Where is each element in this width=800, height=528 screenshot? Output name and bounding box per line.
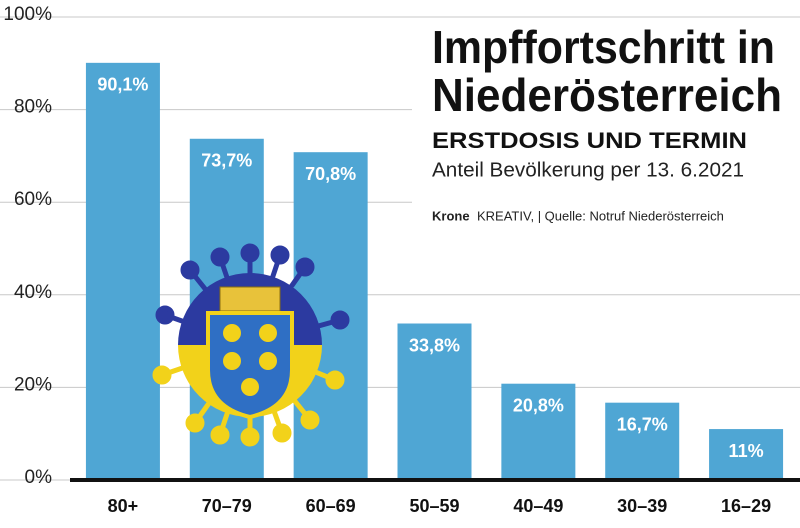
emblem [152, 243, 350, 447]
value-label: 11% [729, 441, 764, 461]
y-tick-label: 20% [14, 374, 52, 395]
chart-title: Niederösterreich [432, 69, 782, 121]
chart-subtitle: ERSTDOSIS UND TERMIN [432, 128, 747, 153]
value-label: 70,8% [305, 164, 356, 184]
credit-source: KREATIV, | Quelle: Notruf Niederösterrei… [477, 208, 724, 223]
y-tick-label: 0% [25, 467, 53, 488]
chart-title: Impffortschritt in [432, 21, 775, 73]
value-label: 20,8% [513, 395, 564, 415]
credit-brand: Krone [432, 208, 470, 223]
x-tick-label: 30–39 [617, 496, 667, 516]
value-label: 33,8% [409, 335, 460, 355]
x-tick-label: 70–79 [202, 496, 252, 516]
chart-description: Anteil Bevölkerung per 13. 6.2021 [432, 159, 744, 181]
axis: 0% 20% 40% 60% 80% 100% 80+ 90,1% 70–79 73,7% 60–6… [3, 4, 800, 516]
x-tick-label: 16–29 [721, 496, 771, 516]
x-tick-label: 40–49 [513, 496, 563, 516]
x-tick-label: 60–69 [306, 496, 356, 516]
x-tick-label: 80+ [108, 496, 139, 516]
value-label: 90,1% [97, 75, 148, 95]
bar [85, 62, 160, 480]
bar [709, 429, 784, 480]
x-tick-label: 50–59 [409, 496, 459, 516]
y-tick-label: 100% [3, 4, 52, 25]
bar [605, 402, 680, 480]
title-panel [412, 20, 800, 270]
value-label: 16,7% [617, 414, 668, 434]
y-tick-label: 80% [14, 97, 52, 118]
value-label: 73,7% [201, 151, 252, 171]
y-tick-label: 40% [14, 282, 52, 303]
bar [397, 323, 472, 480]
y-tick-label: 60% [14, 189, 52, 210]
bar [501, 383, 576, 480]
